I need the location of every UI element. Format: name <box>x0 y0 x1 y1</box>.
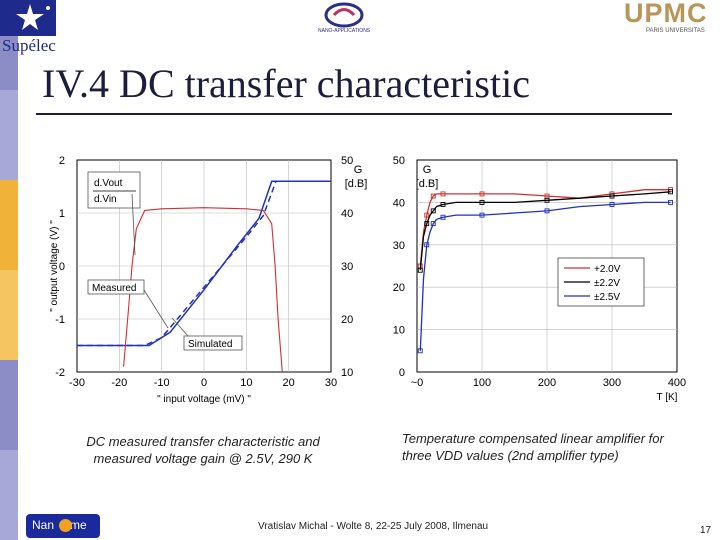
annotation-pointer <box>171 317 189 337</box>
legend-label: ±2.5V <box>594 292 620 303</box>
x-tick-label: 20 <box>283 377 295 389</box>
y-tick-label: 0 <box>59 261 65 273</box>
nano-applications-logo: NANO-APPLICATIONS <box>312 2 376 38</box>
supelec-logo: Supélec <box>0 0 60 56</box>
series-marker <box>544 197 550 203</box>
y-tick-label: 40 <box>393 197 405 209</box>
sidebar-block <box>0 270 18 360</box>
series-marker <box>609 202 615 207</box>
series-marker <box>424 242 430 248</box>
series-marker <box>430 208 436 214</box>
simulated-annotation-box <box>183 335 243 351</box>
caption-right: Temperature compensated linear amplifier… <box>402 431 664 463</box>
y-tick-label: 50 <box>393 155 405 167</box>
annotation-label: Measured <box>92 283 136 294</box>
annotation-pointer <box>131 193 136 256</box>
x-tick-label: 400 <box>668 377 686 389</box>
nano-logo-text: NANO-APPLICATIONS <box>318 28 371 34</box>
series-marker <box>479 191 485 197</box>
y-axis-title: [d.B] <box>416 178 439 190</box>
legend-label: +2.0V <box>594 264 621 275</box>
sidebar-block <box>0 90 18 180</box>
slide-sidebar <box>0 0 18 540</box>
x-tick-label: -20 <box>111 377 127 389</box>
sidebar-block <box>0 360 18 450</box>
series-marker <box>440 191 446 197</box>
x-axis-label: " input voltage (mV) " <box>157 394 251 405</box>
y-tick-label: -2 <box>55 367 65 379</box>
y2-axis-title: G <box>354 164 363 176</box>
x-tick-label: 30 <box>325 377 337 389</box>
series-line-gain <box>123 207 283 373</box>
dvout-dvin-annotation <box>87 171 141 209</box>
series-line-±2.5V <box>419 201 671 351</box>
series-line-measured <box>77 180 331 347</box>
nano-logo-icon <box>324 2 364 28</box>
x-tick-label: ~0 <box>411 377 424 389</box>
series-marker <box>417 267 423 273</box>
y2-tick-label: 40 <box>341 208 353 220</box>
series-marker <box>430 221 436 227</box>
sidebar-block <box>0 180 18 270</box>
y-axis-title: G <box>423 164 432 176</box>
series-marker <box>424 221 430 227</box>
y-tick-label: 30 <box>393 240 405 252</box>
series-line-+2.0V <box>419 189 671 267</box>
x-tick-label: -30 <box>69 377 85 389</box>
series-line-simulated <box>77 180 331 347</box>
annotation-label: d.Vout <box>94 178 123 189</box>
upmc-sub: PARIS UNIVERSITAS <box>646 28 705 34</box>
series-marker <box>417 348 423 354</box>
y-tick-label: 2 <box>59 155 65 167</box>
y2-tick-label: 50 <box>341 155 353 167</box>
y-axis-label: " output voltage (V) " <box>49 220 60 312</box>
sidebar-block <box>0 450 18 540</box>
annotation-label: Simulated <box>188 339 232 350</box>
series-marker <box>440 214 446 220</box>
series-line-±2.2V <box>419 191 671 271</box>
series-marker <box>479 199 485 205</box>
legend-label: ±2.2V <box>594 278 620 289</box>
y2-tick-label: 10 <box>341 367 353 379</box>
measured-annotation-box <box>87 279 145 295</box>
y2-axis-title: [d.B] <box>345 178 368 190</box>
supelec-star-icon <box>0 0 56 36</box>
x-tick-label: 300 <box>603 377 621 389</box>
x-tick-label: 0 <box>201 377 207 389</box>
series-marker <box>609 193 615 199</box>
series-marker <box>668 189 673 195</box>
x-axis-label: T [K] <box>657 392 678 403</box>
y2-tick-label: 20 <box>341 314 353 326</box>
supelec-label: Supélec <box>2 36 56 55</box>
annotation-pointer <box>143 289 169 329</box>
x-tick-label: 100 <box>473 377 491 389</box>
y-tick-label: 20 <box>393 282 405 294</box>
series-marker <box>479 212 485 218</box>
x-tick-label: 10 <box>240 377 252 389</box>
nanotime-logo: Nan time <box>26 514 100 538</box>
slide-title: IV.4 DC transfer characteristic <box>42 61 530 106</box>
page-number: 17 <box>700 525 712 536</box>
annotation-label: d.Vin <box>94 194 117 205</box>
series-marker <box>424 212 430 218</box>
series-marker <box>440 202 446 207</box>
series-marker <box>668 199 673 205</box>
footer-text: Vratislav Michal - Wolte 8, 22-25 July 2… <box>258 521 489 532</box>
series-marker <box>544 208 550 214</box>
upmc-label: UPMC <box>624 0 708 28</box>
series-marker <box>430 193 436 199</box>
y-tick-label: 10 <box>393 325 405 337</box>
y-tick-label: -1 <box>55 314 65 326</box>
title-underline <box>36 113 672 115</box>
nanotime-sun-icon <box>59 519 72 532</box>
upmc-logo: UPMC PARIS UNIVERSITAS <box>620 0 720 40</box>
y2-tick-label: 30 <box>341 261 353 273</box>
y-tick-label: 0 <box>399 367 405 379</box>
x-tick-label: 200 <box>538 377 556 389</box>
caption-left: DC measured transfer characteristic and … <box>86 434 320 466</box>
x-tick-label: -10 <box>154 377 170 389</box>
dc-transfer-chart: -30 -20 -10 0 10 20 30210-1-25040302010G[d.B]"… <box>49 155 368 405</box>
y-tick-label: 1 <box>59 208 65 220</box>
